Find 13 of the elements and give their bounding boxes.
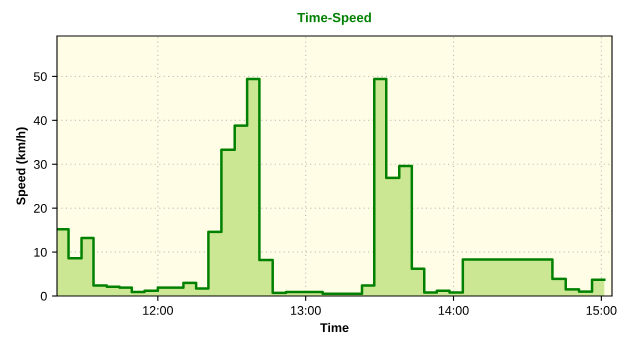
y-tick-label: 20 — [34, 204, 47, 213]
x-tick-label: 15:00 — [586, 306, 617, 315]
x-tick-label: 13:00 — [290, 306, 321, 315]
x-tick-label: 12:00 — [143, 306, 173, 315]
x-axis-title: Time — [320, 322, 349, 332]
y-tick-label: 50 — [34, 72, 47, 82]
y-tick-label: 10 — [34, 248, 47, 257]
chart-title: Time-Speed — [297, 12, 371, 25]
y-tick-label: 30 — [34, 160, 47, 169]
y-axis-title: Speed (km/h) — [16, 127, 28, 205]
x-tick-label: 14:00 — [438, 306, 469, 315]
y-tick-label: 0 — [40, 292, 47, 301]
y-tick-label: 40 — [34, 116, 47, 125]
